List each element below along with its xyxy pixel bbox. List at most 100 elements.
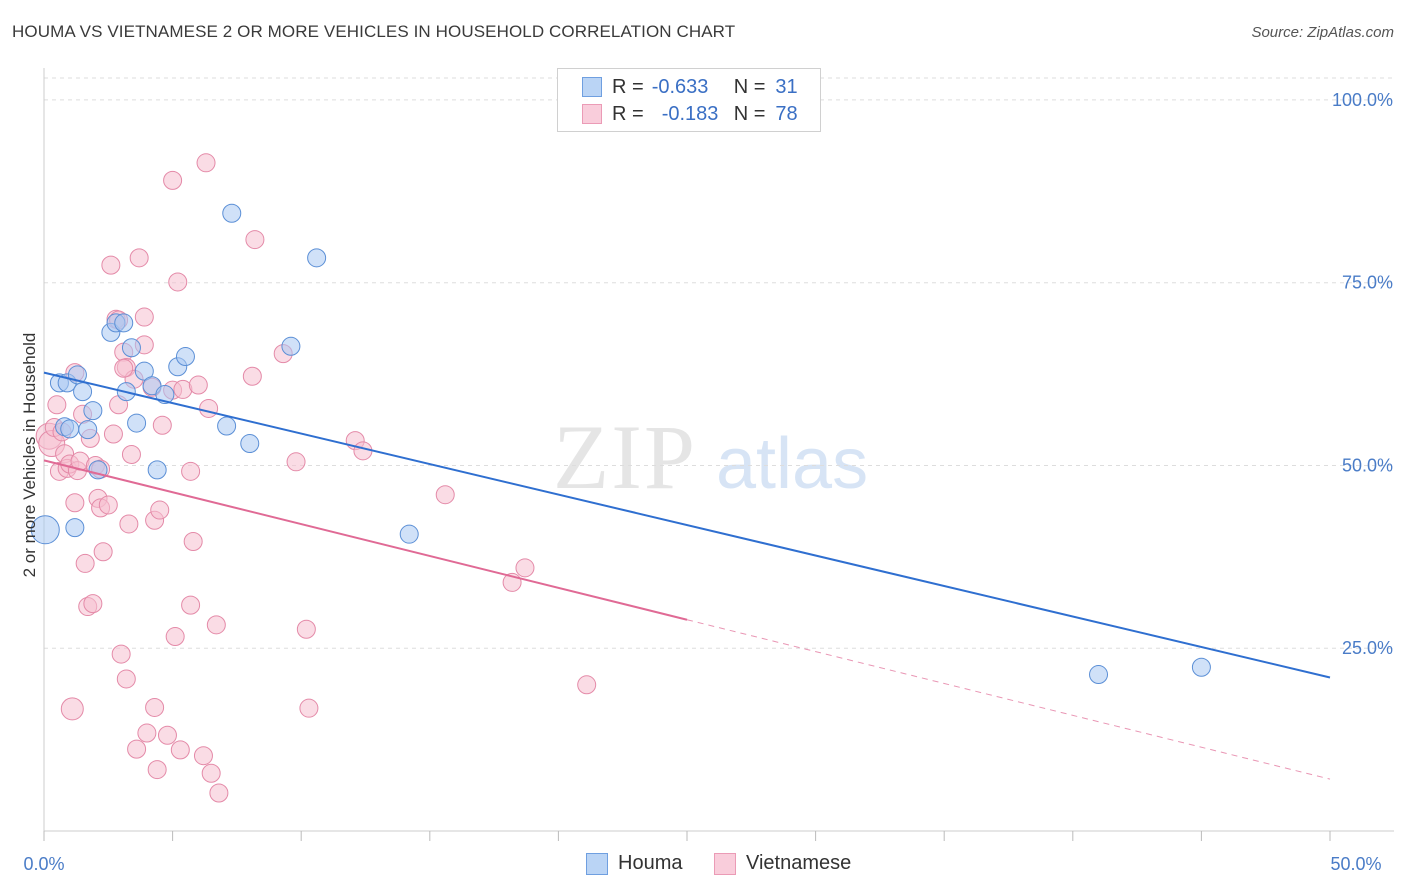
vietnamese-point [577,675,597,695]
gridlines [44,77,1394,649]
houma-point [222,203,242,223]
x-tick-label-min: 0.0% [23,854,64,874]
vietnamese-point [116,669,136,689]
vietnamese-point [245,230,265,250]
houma-point [60,419,80,439]
houma-point [1089,665,1109,685]
y-tick-label: 75.0% [1342,273,1393,293]
vietnamese-point [134,307,154,327]
houma-r-value: -0.633 [651,75,709,98]
vietnamese-point [209,783,229,803]
vietnamese-point [121,445,141,464]
vietnamese-point [165,627,185,647]
n-label: N = [733,102,766,125]
r-label: R = [612,102,644,125]
vietnamese-point [103,424,123,444]
houma-point [217,416,237,436]
vietnamese-r-value: -0.183 [661,102,719,125]
houma-point [78,420,98,440]
houma-n-value: 31 [775,75,798,98]
houma-point [1191,657,1211,677]
x-tick-label-max: 50.0% [1330,854,1381,874]
y-tick-label: 25.0% [1342,638,1393,658]
vietnamese-point [98,495,118,515]
houma-swatch [582,77,602,97]
vietnamese-point [181,461,201,481]
vietnamese-point [47,395,67,415]
vietnamese-point [242,366,262,386]
vietnamese-point [93,542,113,562]
vietnamese-point [83,594,103,614]
houma-point [127,413,147,433]
houma-point [83,401,103,421]
houma-point [240,434,260,454]
vietnamese-point [168,272,188,292]
vietnamese-swatch [582,104,602,124]
correlation-legend: R = -0.633 N = 31 R = -0.183 N = 78 [557,68,821,132]
houma-point [155,385,175,405]
watermark-atlas: atlas [716,424,868,504]
vietnamese-point [199,398,219,418]
vietnamese-point [145,697,165,717]
legend-row-houma: R = -0.633 N = 31 [582,75,798,99]
houma-point [65,518,85,538]
houma-point [399,524,419,544]
vietnamese-point [157,725,177,745]
vietnamese-point [127,739,147,759]
n-label: N = [733,75,766,98]
vietnamese-point [163,170,183,190]
vietnamese-point [206,615,226,635]
r-label: R = [612,75,644,98]
vietnamese-point [353,441,373,461]
vietnamese-point [101,255,121,275]
vietnamese-point [188,375,208,395]
legend-item-houma: Houma [586,852,682,875]
vietnamese-point [193,746,213,766]
houma-point [134,361,154,381]
vietnamese-point [201,763,221,783]
houma-point [114,313,134,333]
y-tick-labels: 25.0% 50.0% 75.0% 100.0% [1332,90,1393,658]
houma-point [281,336,301,356]
houma-trend-line [43,371,1331,679]
watermark: ZIP atlas [553,406,868,508]
vietnamese-point [435,485,455,505]
x-ticks [43,831,1331,841]
trend-lines [43,371,1331,780]
y-tick-label: 100.0% [1332,90,1393,110]
houma-point [30,515,60,545]
vietnamese-point [75,553,95,573]
vietnamese-point [150,500,170,520]
vietnamese-point [181,595,201,615]
watermark-zip: ZIP [553,406,697,508]
houma-point [175,347,195,367]
source-credit: Source: ZipAtlas.com [1251,24,1394,41]
houma-legend-label: Houma [618,852,683,874]
vietnamese-point [60,697,84,721]
vietnamese-trend-line [43,459,688,621]
vietnamese-point [119,514,139,534]
y-tick-label: 50.0% [1342,455,1393,475]
vietnamese-legend-swatch [714,852,736,875]
vietnamese-point [65,493,85,513]
vietnamese-point [183,531,203,551]
vietnamese-point [299,698,319,718]
y-axis-title: 2 or more Vehicles in Household [20,333,39,578]
houma-legend-swatch [586,852,608,875]
vietnamese-point [114,358,134,378]
legend-item-vietnamese: Vietnamese [714,852,851,875]
vietnamese-trend-line-extension [686,619,1331,780]
vietnamese-legend-label: Vietnamese [746,852,852,874]
vietnamese-point [196,153,216,173]
vietnamese-point [129,248,149,268]
vietnamese-point [170,740,190,760]
houma-point [73,382,93,402]
vietnamese-point [137,723,157,743]
vietnamese-point [152,415,172,435]
legend-row-vietnamese: R = -0.183 N = 78 [582,102,798,126]
vietnamese-point [111,644,131,664]
vietnamese-point [296,619,316,639]
houma-point [307,248,327,268]
vietnamese-point [286,452,306,472]
